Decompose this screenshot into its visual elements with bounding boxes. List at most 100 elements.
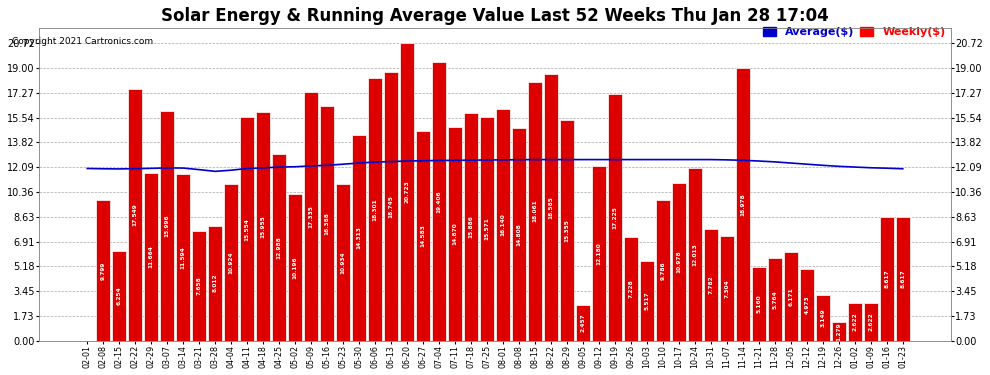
Bar	[832, 322, 845, 340]
Bar	[113, 251, 126, 340]
Bar	[752, 267, 765, 340]
Bar	[192, 231, 206, 340]
Bar	[864, 303, 877, 340]
Bar	[208, 226, 222, 340]
Bar	[272, 154, 286, 340]
Text: 0.008: 0.008	[85, 321, 90, 340]
Text: 8.617: 8.617	[884, 270, 889, 288]
Text: 18.301: 18.301	[372, 198, 377, 221]
Bar	[352, 135, 366, 340]
Bar	[704, 229, 718, 340]
Bar	[592, 166, 606, 340]
Bar	[768, 258, 782, 340]
Bar	[512, 128, 526, 340]
Bar	[896, 217, 910, 340]
Bar	[608, 93, 622, 340]
Text: 10.978: 10.978	[676, 251, 681, 273]
Text: 17.549: 17.549	[133, 203, 138, 226]
Bar	[176, 174, 190, 340]
Bar	[560, 120, 574, 340]
Text: 2.622: 2.622	[868, 312, 873, 331]
Text: 4.973: 4.973	[804, 296, 809, 314]
Text: 14.583: 14.583	[421, 225, 426, 248]
Bar	[624, 237, 638, 340]
Text: 17.335: 17.335	[309, 205, 314, 228]
Text: 11.594: 11.594	[181, 246, 186, 269]
Text: 8.012: 8.012	[213, 274, 218, 292]
Text: 19.406: 19.406	[437, 190, 442, 213]
Bar	[816, 296, 830, 340]
Bar	[800, 269, 814, 340]
Bar	[464, 113, 478, 340]
Text: 18.745: 18.745	[388, 195, 394, 217]
Text: 15.955: 15.955	[260, 215, 265, 238]
Title: Solar Energy & Running Average Value Last 52 Weeks Thu Jan 28 17:04: Solar Energy & Running Average Value Las…	[161, 7, 829, 25]
Bar	[304, 92, 318, 340]
Text: 9.799: 9.799	[101, 261, 106, 279]
Bar	[880, 217, 894, 340]
Text: 6.254: 6.254	[117, 286, 122, 305]
Bar	[784, 252, 798, 340]
Text: 12.180: 12.180	[596, 242, 602, 265]
Text: 12.013: 12.013	[692, 243, 697, 266]
Bar	[576, 305, 590, 340]
Text: 15.886: 15.886	[468, 215, 473, 238]
Text: 15.355: 15.355	[564, 219, 569, 242]
Bar	[641, 261, 653, 340]
Text: 16.388: 16.388	[325, 211, 330, 234]
Text: 8.617: 8.617	[900, 270, 905, 288]
Bar	[96, 200, 110, 340]
Text: 14.870: 14.870	[452, 223, 457, 245]
Text: 18.061: 18.061	[533, 200, 538, 222]
Bar	[145, 173, 158, 340]
Bar	[529, 81, 542, 340]
Bar	[656, 200, 669, 340]
Text: 15.554: 15.554	[245, 217, 249, 240]
Text: 3.149: 3.149	[821, 309, 826, 327]
Bar	[672, 183, 686, 340]
Text: 10.924: 10.924	[229, 251, 234, 274]
Text: 5.517: 5.517	[644, 292, 649, 310]
Text: 2.622: 2.622	[852, 312, 857, 331]
Text: 5.764: 5.764	[772, 290, 777, 309]
Bar	[433, 62, 446, 340]
Bar	[225, 184, 238, 340]
Text: 5.160: 5.160	[756, 294, 761, 313]
Text: 12.988: 12.988	[276, 236, 281, 259]
Bar	[384, 72, 398, 341]
Text: 9.786: 9.786	[660, 261, 665, 280]
Text: 14.313: 14.313	[356, 226, 361, 249]
Text: 15.571: 15.571	[484, 217, 489, 240]
Legend: Average($), Weekly($): Average($), Weekly($)	[763, 27, 945, 37]
Bar	[416, 131, 430, 340]
Text: 7.658: 7.658	[197, 276, 202, 295]
Bar	[160, 111, 174, 340]
Bar	[448, 127, 461, 340]
Text: 20.723: 20.723	[405, 181, 410, 203]
Text: 10.196: 10.196	[293, 256, 298, 279]
Text: Copyright 2021 Cartronics.com: Copyright 2021 Cartronics.com	[12, 38, 153, 46]
Bar	[129, 89, 142, 340]
Bar	[496, 109, 510, 340]
Text: 11.664: 11.664	[148, 246, 153, 268]
Text: 10.934: 10.934	[341, 251, 346, 273]
Bar	[480, 117, 494, 340]
Bar	[688, 168, 702, 340]
Bar	[337, 184, 349, 340]
Bar	[544, 74, 557, 341]
Bar	[256, 112, 270, 340]
Text: 18.585: 18.585	[548, 196, 553, 219]
Text: 7.228: 7.228	[629, 279, 634, 298]
Bar	[736, 68, 749, 340]
Text: 1.279: 1.279	[837, 322, 842, 341]
Text: 15.996: 15.996	[164, 214, 169, 237]
Bar	[368, 78, 382, 340]
Bar	[720, 236, 734, 340]
Text: 7.304: 7.304	[725, 279, 730, 297]
Bar	[288, 194, 302, 340]
Bar	[241, 117, 254, 340]
Text: 17.225: 17.225	[613, 206, 618, 228]
Text: 6.171: 6.171	[788, 287, 793, 306]
Bar	[321, 105, 334, 340]
Text: 14.808: 14.808	[517, 223, 522, 246]
